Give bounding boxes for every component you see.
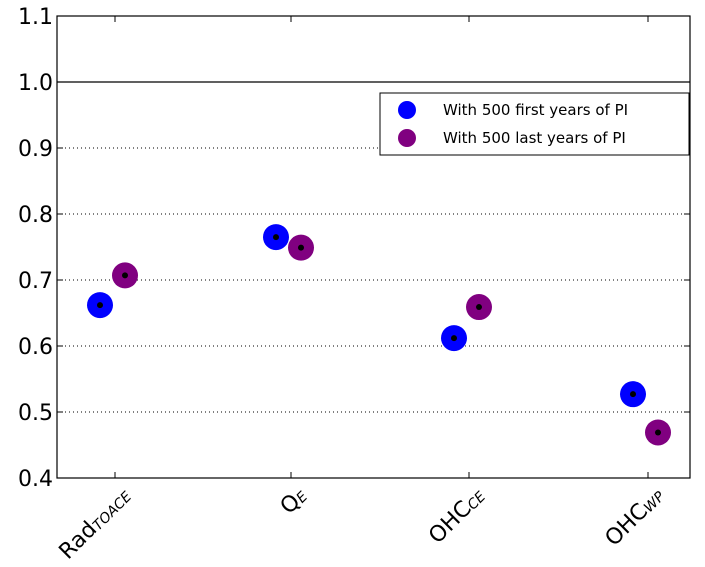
x-tick-label-text: RadTOACE <box>55 483 136 564</box>
gridlines <box>57 147 690 413</box>
y-tick-label: 1.0 <box>18 71 53 96</box>
legend: With 500 first years of PI With 500 last… <box>379 92 690 156</box>
data-point-center <box>273 234 279 241</box>
y-tick-label: 0.8 <box>18 203 53 228</box>
legend-marker-first <box>398 101 416 119</box>
y-tick-label: 0.4 <box>18 467 53 492</box>
data-point-center <box>97 302 103 309</box>
data-point-center <box>476 304 482 311</box>
data-point-center <box>122 272 128 279</box>
y-tick-label: 1.1 <box>18 5 53 30</box>
x-tick-label-sub: TOACE <box>90 488 135 533</box>
x-tick-label: OHCWP <box>601 483 670 552</box>
plot-frame <box>56 15 691 479</box>
data-points <box>87 224 671 446</box>
legend-box <box>379 92 690 156</box>
legend-marker-last <box>398 129 416 147</box>
y-tick-label: 0.9 <box>18 137 53 162</box>
data-point-center <box>630 391 636 398</box>
y-axis: 0.4 0.5 0.6 0.7 0.8 0.9 1.0 1.1 <box>18 5 690 492</box>
y-tick-label: 0.6 <box>18 335 53 360</box>
x-tick-label-text: OHCWP <box>601 483 670 552</box>
x-tick-label: RadTOACE <box>55 483 136 564</box>
y-tick-label: 0.5 <box>18 401 53 426</box>
x-tick-label: OHCCE <box>424 483 490 549</box>
data-point-center <box>451 335 457 342</box>
legend-label-first: With 500 first years of PI <box>443 101 628 119</box>
x-tick-label: QE <box>276 483 312 519</box>
data-point-center <box>655 429 661 436</box>
data-point-center <box>298 244 304 251</box>
x-tick-label-text: QE <box>276 483 312 519</box>
x-tick-label-text: OHCCE <box>424 483 490 549</box>
y-tick-label: 0.7 <box>18 269 53 294</box>
legend-label-last: With 500 last years of PI <box>443 129 626 147</box>
